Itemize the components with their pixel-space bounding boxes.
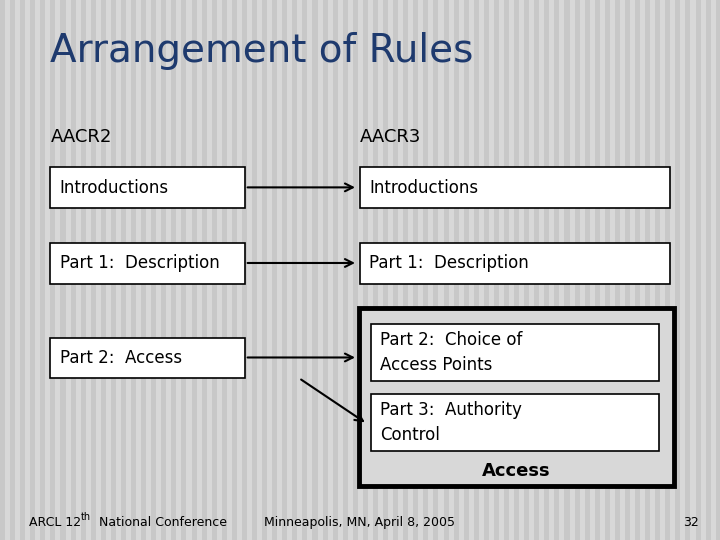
Bar — [323, 0, 328, 540]
Text: Introductions: Introductions — [60, 179, 169, 197]
Text: Part 2:  Choice of
Access Points: Part 2: Choice of Access Points — [380, 331, 523, 374]
Bar — [262, 0, 267, 540]
Text: 32: 32 — [683, 516, 698, 529]
Bar — [665, 0, 670, 540]
Bar — [403, 0, 408, 540]
Bar — [413, 0, 418, 540]
Bar — [373, 0, 378, 540]
Bar — [282, 0, 287, 540]
Bar — [181, 0, 186, 540]
Bar — [202, 0, 207, 540]
Bar — [272, 0, 277, 540]
Bar — [544, 0, 549, 540]
Bar — [423, 0, 428, 540]
Bar — [0, 0, 5, 540]
Text: Part 3:  Authority
Control: Part 3: Authority Control — [380, 401, 522, 444]
Bar — [353, 0, 358, 540]
Bar — [454, 0, 459, 540]
Bar — [494, 0, 499, 540]
Bar — [151, 0, 156, 540]
Bar — [383, 0, 388, 540]
Bar — [50, 338, 245, 378]
Bar — [474, 0, 479, 540]
Text: ARCL 12: ARCL 12 — [29, 516, 81, 529]
Bar — [595, 0, 600, 540]
Text: Part 1:  Description: Part 1: Description — [60, 254, 220, 272]
Bar — [554, 0, 559, 540]
Bar — [50, 243, 245, 284]
Bar — [393, 0, 398, 540]
Bar — [50, 0, 55, 540]
Bar — [444, 0, 449, 540]
Bar — [121, 0, 126, 540]
Bar — [605, 0, 610, 540]
Text: Introductions: Introductions — [369, 179, 479, 197]
Bar — [371, 324, 659, 381]
Text: th: th — [81, 512, 91, 522]
Bar — [161, 0, 166, 540]
Bar — [171, 0, 176, 540]
Bar — [222, 0, 227, 540]
Bar — [585, 0, 590, 540]
Text: Part 1:  Description: Part 1: Description — [369, 254, 529, 272]
Text: Arrangement of Rules: Arrangement of Rules — [50, 32, 474, 70]
Bar — [564, 0, 570, 540]
Bar — [343, 0, 348, 540]
Bar — [615, 0, 620, 540]
Bar — [524, 0, 529, 540]
Bar — [252, 0, 257, 540]
Bar — [131, 0, 136, 540]
Bar — [706, 0, 711, 540]
Bar — [645, 0, 650, 540]
Bar — [655, 0, 660, 540]
Bar — [635, 0, 640, 540]
Text: Access: Access — [482, 462, 551, 480]
Bar — [575, 0, 580, 540]
Bar — [292, 0, 297, 540]
Text: Part 2:  Access: Part 2: Access — [60, 349, 182, 367]
Bar — [625, 0, 630, 540]
Bar — [675, 0, 680, 540]
Bar — [101, 0, 106, 540]
Text: AACR3: AACR3 — [360, 128, 421, 146]
Bar — [212, 0, 217, 540]
Bar — [464, 0, 469, 540]
Bar — [242, 0, 247, 540]
Bar — [504, 0, 509, 540]
Bar — [685, 0, 690, 540]
Bar — [60, 0, 66, 540]
Bar — [360, 243, 670, 284]
Bar — [534, 0, 539, 540]
Bar — [359, 308, 674, 486]
Bar — [363, 0, 368, 540]
Bar — [302, 0, 307, 540]
Bar — [484, 0, 489, 540]
Bar — [232, 0, 237, 540]
Bar — [71, 0, 76, 540]
Bar — [371, 394, 659, 451]
Bar — [312, 0, 318, 540]
Bar — [141, 0, 146, 540]
Bar — [514, 0, 519, 540]
Bar — [333, 0, 338, 540]
Bar — [433, 0, 438, 540]
Bar — [20, 0, 25, 540]
Bar — [40, 0, 45, 540]
Bar — [91, 0, 96, 540]
Text: National Conference: National Conference — [95, 516, 227, 529]
Bar — [360, 167, 670, 208]
Text: Minneapolis, MN, April 8, 2005: Minneapolis, MN, April 8, 2005 — [264, 516, 456, 529]
Bar — [111, 0, 116, 540]
Bar — [50, 167, 245, 208]
Bar — [30, 0, 35, 540]
Text: AACR2: AACR2 — [50, 128, 112, 146]
Bar — [192, 0, 197, 540]
Bar — [10, 0, 15, 540]
Bar — [716, 0, 720, 540]
Bar — [696, 0, 701, 540]
Bar — [81, 0, 86, 540]
